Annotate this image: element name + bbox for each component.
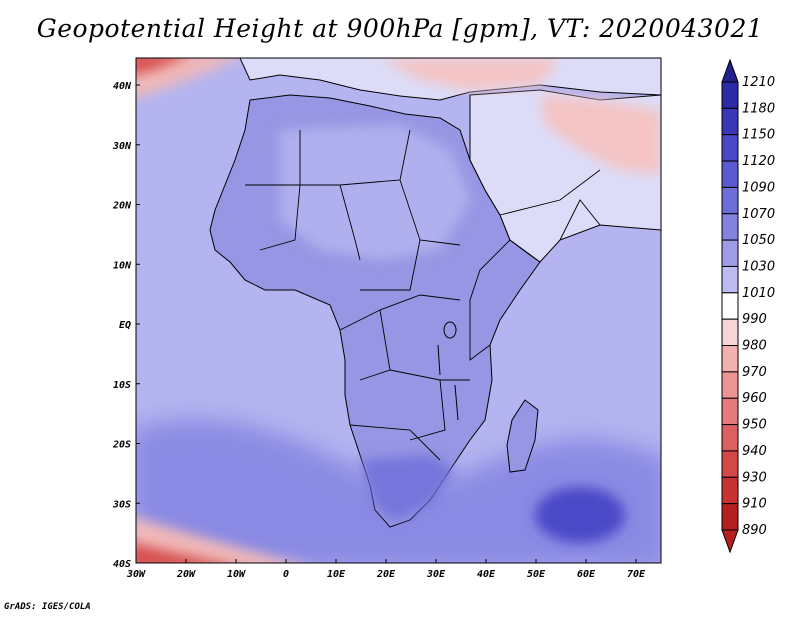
southwest-warm-ring [136,516,296,563]
madagascar [506,399,539,473]
colorbar-swatch [721,450,739,478]
colorbar-label: 1120 [742,154,775,169]
colorbar-label: 1030 [742,259,775,274]
lon-label: 20W [176,569,196,580]
colorbar-label: 910 [742,497,767,512]
lon-label: 50E [527,569,546,580]
colorbar-label: 930 [742,470,767,485]
colorbar-swatch [721,503,739,531]
colorbar-label: 1070 [742,207,775,222]
axis-ticks [135,84,637,564]
country-borders [245,95,601,461]
lat-label: 20N [112,201,132,212]
colorbar-label: 960 [742,391,767,406]
lon-label: 70E [627,569,646,580]
deep-low-center [535,487,625,543]
colorbar: 1210 1180 1150 1120 1090 1070 1050 1030 1010 990 9… [721,58,775,554]
colorbar-label: 1210 [742,75,775,90]
colorbar-label: 940 [742,444,767,459]
lon-label: 20E [376,569,396,580]
lon-label: 30W [126,569,146,580]
colorbar-label: 1050 [742,233,775,248]
colorbar-swatch [721,292,739,320]
southwest-warm-core [136,543,221,563]
latitude-axis: 40N 30N 20N 10N EQ 10S 20S 30S 40S [112,81,132,570]
lon-label: 0 [283,569,289,580]
colorbar-swatch [721,397,739,426]
lat-label: EQ [119,320,131,331]
lat-label: 10S [113,380,131,391]
map-frame [135,57,662,564]
colorbar-label: 970 [742,365,767,380]
lon-label: 10W [227,569,246,580]
lat-label: 20S [112,440,131,451]
colorbar-swatch [721,318,739,347]
colorbar-swatch [721,186,739,215]
sahara-field [280,125,470,260]
iran-warm-patch [540,95,661,175]
lon-label: 10E [327,569,346,580]
lat-label: 30N [112,141,132,152]
colorbar-swatch [721,160,739,188]
colorbar-swatch [721,213,739,241]
lakes [437,321,459,421]
colorbar-top-arrow [721,58,739,83]
lat-label: 10N [113,260,132,271]
lon-label: 30E [426,569,446,580]
colorbar-label: 990 [742,312,767,327]
credit-footer: GrADS: IGES/COLA [4,602,91,612]
longitude-axis: 30W 20W 10W 0 10E 20E 30E 40E 50E 60E 70E [126,569,646,580]
map-title: Geopotential Height at 900hPa [gpm], VT:… [36,14,764,43]
lat-label: 40N [113,81,132,92]
colorbar-label: 980 [742,339,767,354]
colorbar-swatch [721,265,739,294]
colorbar-swatch [721,371,739,399]
europe-warm-patch [380,58,560,90]
colorbar-label: 950 [742,418,767,433]
colorbar-label: 890 [742,523,767,538]
lat-label: 40S [113,559,131,570]
colorbar-swatch [721,239,739,267]
lat-label: 30S [112,499,131,510]
colorbar-label: 1180 [742,101,775,116]
colorbar-swatch [721,134,739,162]
southern-africa-low [360,455,455,522]
colorbar-swatch [721,424,739,452]
colorbar-swatch [721,107,739,136]
lon-label: 40E [477,569,496,580]
colorbar-label: 1010 [742,286,775,301]
map-plot-area [136,58,661,563]
northwest-warm-core [136,58,183,75]
northwest-warm-ring [136,58,238,98]
colorbar-bottom-arrow [721,529,739,554]
colorbar-swatch [721,81,739,109]
colorbar-label: 1150 [742,128,775,143]
colorbar-swatch [721,345,739,373]
lon-label: 60E [577,569,596,580]
colorbar-swatch [721,476,739,505]
colorbar-label: 1090 [742,180,775,195]
